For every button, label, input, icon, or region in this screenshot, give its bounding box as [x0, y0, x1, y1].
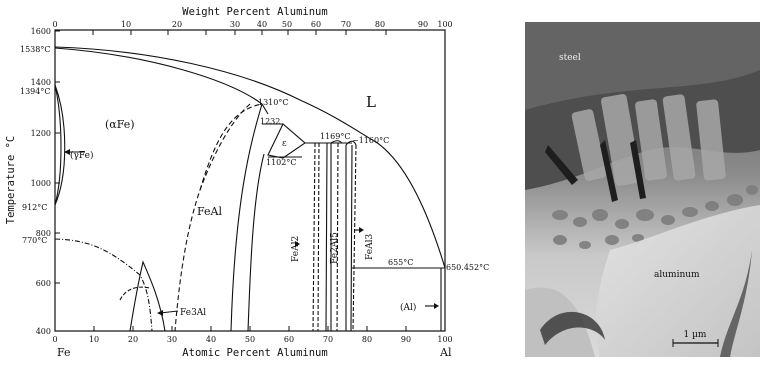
top-tick-label: 80 [375, 20, 385, 29]
phase-label-alpha-fe: (αFe) [105, 118, 135, 131]
temp-label-1160: ~1160°C [352, 136, 389, 145]
arrowheads [64, 149, 439, 316]
y-tick-label: 1600 [31, 27, 51, 36]
bottom-tick-label: 10 [89, 335, 99, 344]
left-element-label: Fe [57, 346, 71, 359]
feal2-right [317, 142, 320, 332]
y-tick-label: 600 [36, 279, 51, 288]
temp-label-912: 912°C [22, 203, 47, 212]
bottom-tick-label: 20 [128, 335, 138, 344]
feal-right-boundary [247, 153, 265, 332]
epsilon-field [267, 123, 306, 159]
feal-solvus-curve [230, 103, 263, 332]
phase-label-al: (Al) [400, 302, 416, 313]
top-tick-label: 90 [418, 20, 428, 29]
bottom-tick-label: 40 [206, 335, 216, 344]
y-tick-label: 400 [36, 327, 51, 336]
top-tick-label: 10 [121, 20, 131, 29]
top-tick-label: 30 [230, 20, 240, 29]
phase-label-liquid: L [366, 93, 376, 111]
top-tick-label: 60 [311, 20, 321, 29]
bottom-tick-label: 0 [52, 335, 57, 344]
phase-label-fe2al5: Fe2Al5 [330, 232, 340, 264]
top-tick-label: 0 [52, 20, 57, 29]
bottom-tick-label: 90 [401, 335, 411, 344]
temp-label-1538: 1538°C [20, 45, 50, 54]
bottom-tick-label: 100 [437, 335, 452, 344]
top-tick-label: 100 [437, 20, 452, 29]
bottom-tick-label: 70 [323, 335, 333, 344]
fe2al5-left [325, 142, 328, 332]
y-tick-label: 800 [36, 229, 51, 238]
feal3-dashed [352, 144, 357, 332]
temp-label-650: 650.452°C [446, 263, 489, 272]
bottom-tick-label: 60 [284, 335, 294, 344]
feal3-right [350, 144, 353, 332]
fe2al5-top [330, 140, 343, 144]
gamma-loop-outer [54, 84, 66, 206]
temp-label-1394: 1394°C [20, 87, 50, 96]
y-tick-label: 1400 [31, 78, 51, 87]
top-tick-label: 50 [282, 20, 292, 29]
temp-label-655: 655°C [388, 258, 413, 267]
y-tick-label: 1000 [31, 179, 51, 188]
solidus-curve [54, 47, 269, 115]
order-disorder-curve [174, 103, 251, 332]
bottom-axis-title: Atomic Percent Aluminum [182, 347, 327, 359]
top-tick-label: 20 [172, 20, 182, 29]
phase-boundaries [54, 46, 446, 332]
y-tick-label: 1200 [31, 129, 51, 138]
temp-label-1169: 1169°C [320, 132, 350, 141]
liquidus-curve [54, 46, 446, 269]
bottom-tick-label: 50 [245, 335, 255, 344]
fe3al-dome [119, 286, 151, 301]
scale-bar-label: 1 µm [684, 330, 707, 340]
phase-label-fe3al: Fe3Al [180, 308, 206, 318]
dashed-1310-curve [199, 103, 263, 191]
phase-diagram: Weight Percent Aluminum Atomic Percent A… [5, 6, 489, 359]
temp-label-1232: 1232 [260, 117, 280, 126]
y-tick-marks [55, 30, 60, 332]
feal2-left [312, 142, 316, 332]
micrograph-texture [525, 22, 760, 357]
fe2al5-dashed [336, 142, 339, 332]
phase-label-feal3: FeAl3 [365, 234, 375, 260]
temp-label-1102: 1102°C [266, 158, 296, 167]
phase-label-feal: FeAl [197, 205, 222, 218]
bottom-tick-marks [93, 326, 407, 331]
fe3al-boundary [129, 260, 166, 332]
phase-label-epsilon: ε [282, 139, 287, 149]
phase-label-feal2: FeAl2 [291, 236, 301, 262]
micrograph-label-aluminum: aluminum [654, 270, 700, 280]
top-axis-title: Weight Percent Aluminum [182, 6, 327, 18]
gamma-loop-inner [54, 84, 62, 206]
y-axis-title: Temperature °C [5, 136, 17, 225]
phase-label-gamma-fe: (γFe) [70, 150, 93, 161]
tem-micrograph: steel aluminum 1 µm [525, 22, 760, 357]
top-tick-label: 40 [257, 20, 267, 29]
feal3-top [345, 140, 357, 146]
temp-label-1310: 1310°C [258, 98, 288, 107]
top-tick-label: 70 [341, 20, 351, 29]
bottom-tick-label: 30 [167, 335, 177, 344]
right-element-label: Al [439, 346, 452, 359]
temp-label-770: 770°C [22, 236, 47, 245]
micrograph-label-steel: steel [559, 53, 581, 63]
bottom-tick-label: 80 [362, 335, 372, 344]
